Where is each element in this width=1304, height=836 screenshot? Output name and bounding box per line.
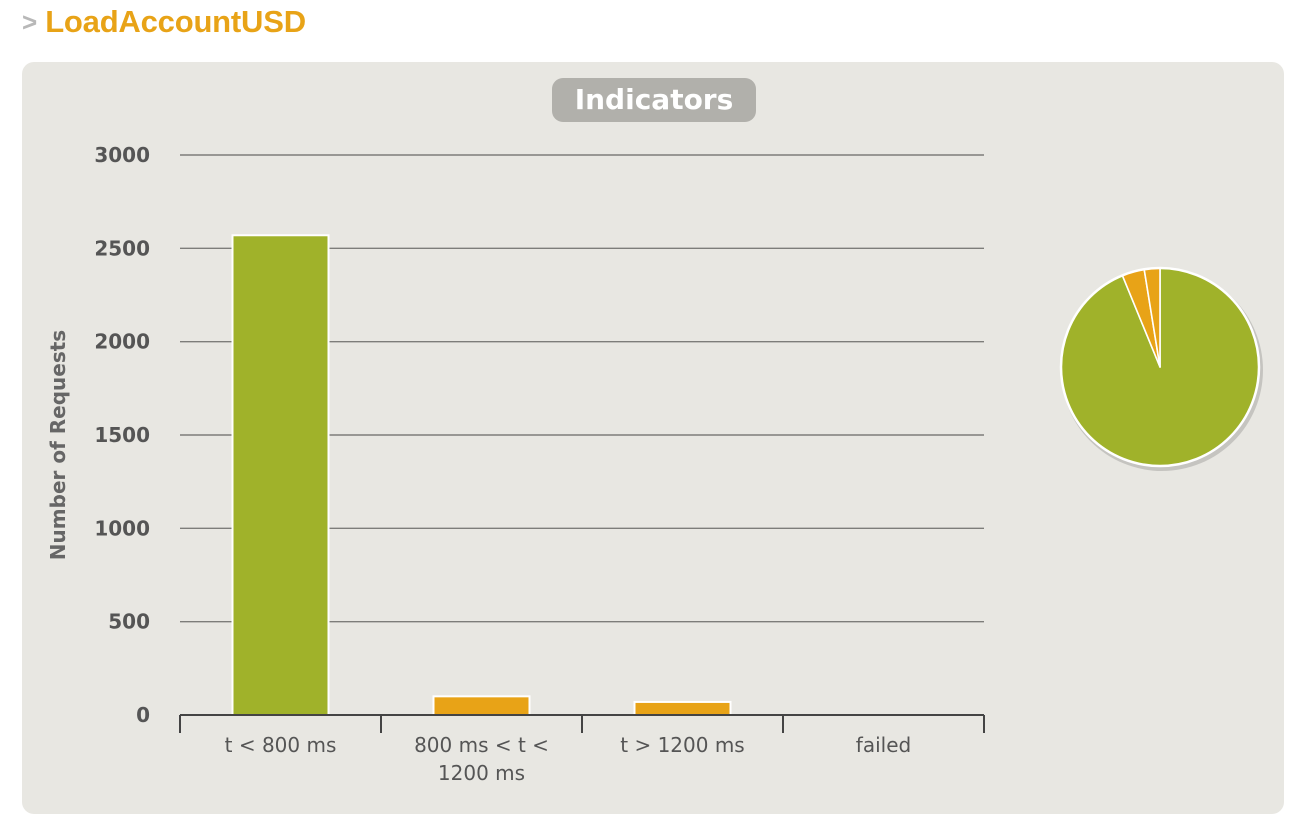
x-category-label: failed (856, 733, 911, 757)
bar[interactable] (633, 700, 732, 717)
y-tick-label: 1000 (94, 516, 150, 540)
x-category-labels: t < 800 ms 800 ms < t <1200 ms t > 1200 ms… (225, 733, 912, 785)
bar[interactable] (231, 234, 330, 716)
y-tick-label: 2500 (94, 236, 150, 260)
chart-title: Indicators (574, 83, 734, 116)
chart-panel: 0 500 1000 1500 2000 2500 3000 t < 800 ms 800 m… (22, 62, 1284, 814)
pie-chart (1059, 266, 1263, 471)
page-title[interactable]: LoadAccountUSD (45, 4, 306, 39)
page-header: > LoadAccountUSD (22, 0, 306, 44)
x-axis (179, 714, 985, 733)
y-axis-label: Number of Requests (46, 330, 70, 560)
y-tick-labels: 0 500 1000 1500 2000 2500 3000 (94, 143, 150, 727)
chart-title-badge: Indicators (552, 78, 756, 122)
bar[interactable] (432, 695, 531, 716)
header-arrow-icon: > (22, 6, 38, 37)
y-tick-label: 0 (136, 703, 150, 727)
y-tick-label: 500 (108, 610, 150, 634)
pie-outline (1059, 266, 1261, 468)
x-category-label: t > 1200 ms (620, 733, 744, 757)
y-tick-label: 2000 (94, 330, 150, 354)
bars (231, 234, 732, 717)
x-category-label: t < 800 ms (225, 733, 337, 757)
y-tick-label: 1500 (94, 423, 150, 447)
indicators-chart: 0 500 1000 1500 2000 2500 3000 t < 800 ms 800 m… (46, 143, 1263, 785)
x-category-label: 800 ms < t <1200 ms (414, 733, 549, 785)
y-tick-label: 3000 (94, 143, 150, 167)
